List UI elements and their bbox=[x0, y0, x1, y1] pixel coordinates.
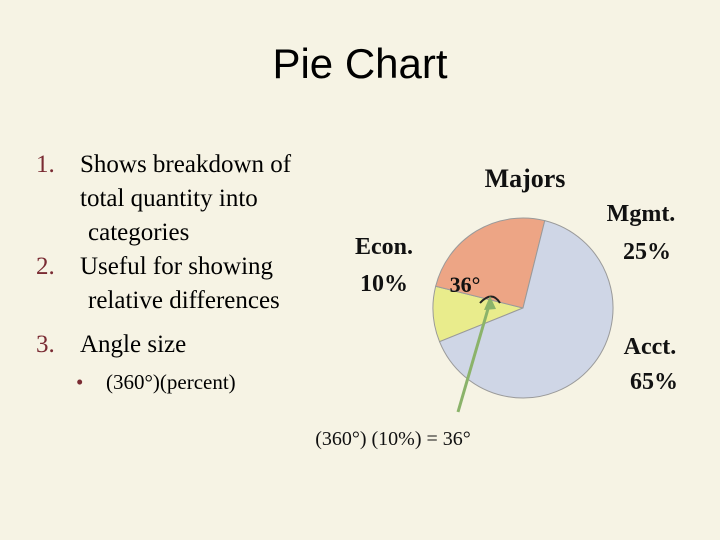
list-text-line: relative differences bbox=[88, 287, 280, 314]
slide-title: Pie Chart bbox=[272, 40, 448, 87]
slice-label-name: Econ. bbox=[355, 234, 413, 260]
bullet-list: 1. Shows breakdown of total quantity int… bbox=[36, 148, 336, 396]
chart-title: Majors bbox=[485, 164, 566, 193]
pie-slice-mgmt bbox=[435, 217, 546, 309]
list-text-line: Shows breakdown of bbox=[80, 151, 292, 178]
list-text-line: Angle size bbox=[80, 331, 187, 358]
formula-text: (360°) (10%) = 36° bbox=[315, 428, 471, 450]
slice-label-name: Acct. bbox=[624, 334, 677, 360]
pie-slice-acct bbox=[438, 220, 614, 399]
list-number: 1. bbox=[36, 151, 55, 178]
list-item-1: 1. Shows breakdown of total quantity int… bbox=[36, 148, 336, 250]
list-number: 3. bbox=[36, 331, 55, 358]
angle-arc bbox=[479, 295, 501, 304]
list-number: 2. bbox=[36, 253, 55, 280]
annotation-arrow bbox=[456, 301, 492, 413]
bullet-icon: • bbox=[76, 370, 84, 394]
slice-label-name: Mgmt. bbox=[607, 201, 676, 227]
sub-bullet: • (360°)(percent) bbox=[36, 368, 336, 396]
angle-label: 36° bbox=[450, 272, 481, 297]
list-text-line: total quantity into bbox=[80, 185, 258, 212]
sub-bullet-text: (360°)(percent) bbox=[106, 370, 236, 394]
slice-label-value: 65% bbox=[630, 369, 678, 395]
arrow-head bbox=[484, 296, 496, 310]
slice-label-value: 25% bbox=[623, 239, 671, 265]
list-text-line: Useful for showing bbox=[80, 253, 274, 280]
list-item-3: 3. Angle size bbox=[36, 328, 336, 362]
list-item-2: 2. Useful for showing relative differenc… bbox=[36, 250, 336, 318]
list-text-line: categories bbox=[88, 219, 190, 246]
slice-label-value: 10% bbox=[360, 271, 408, 297]
